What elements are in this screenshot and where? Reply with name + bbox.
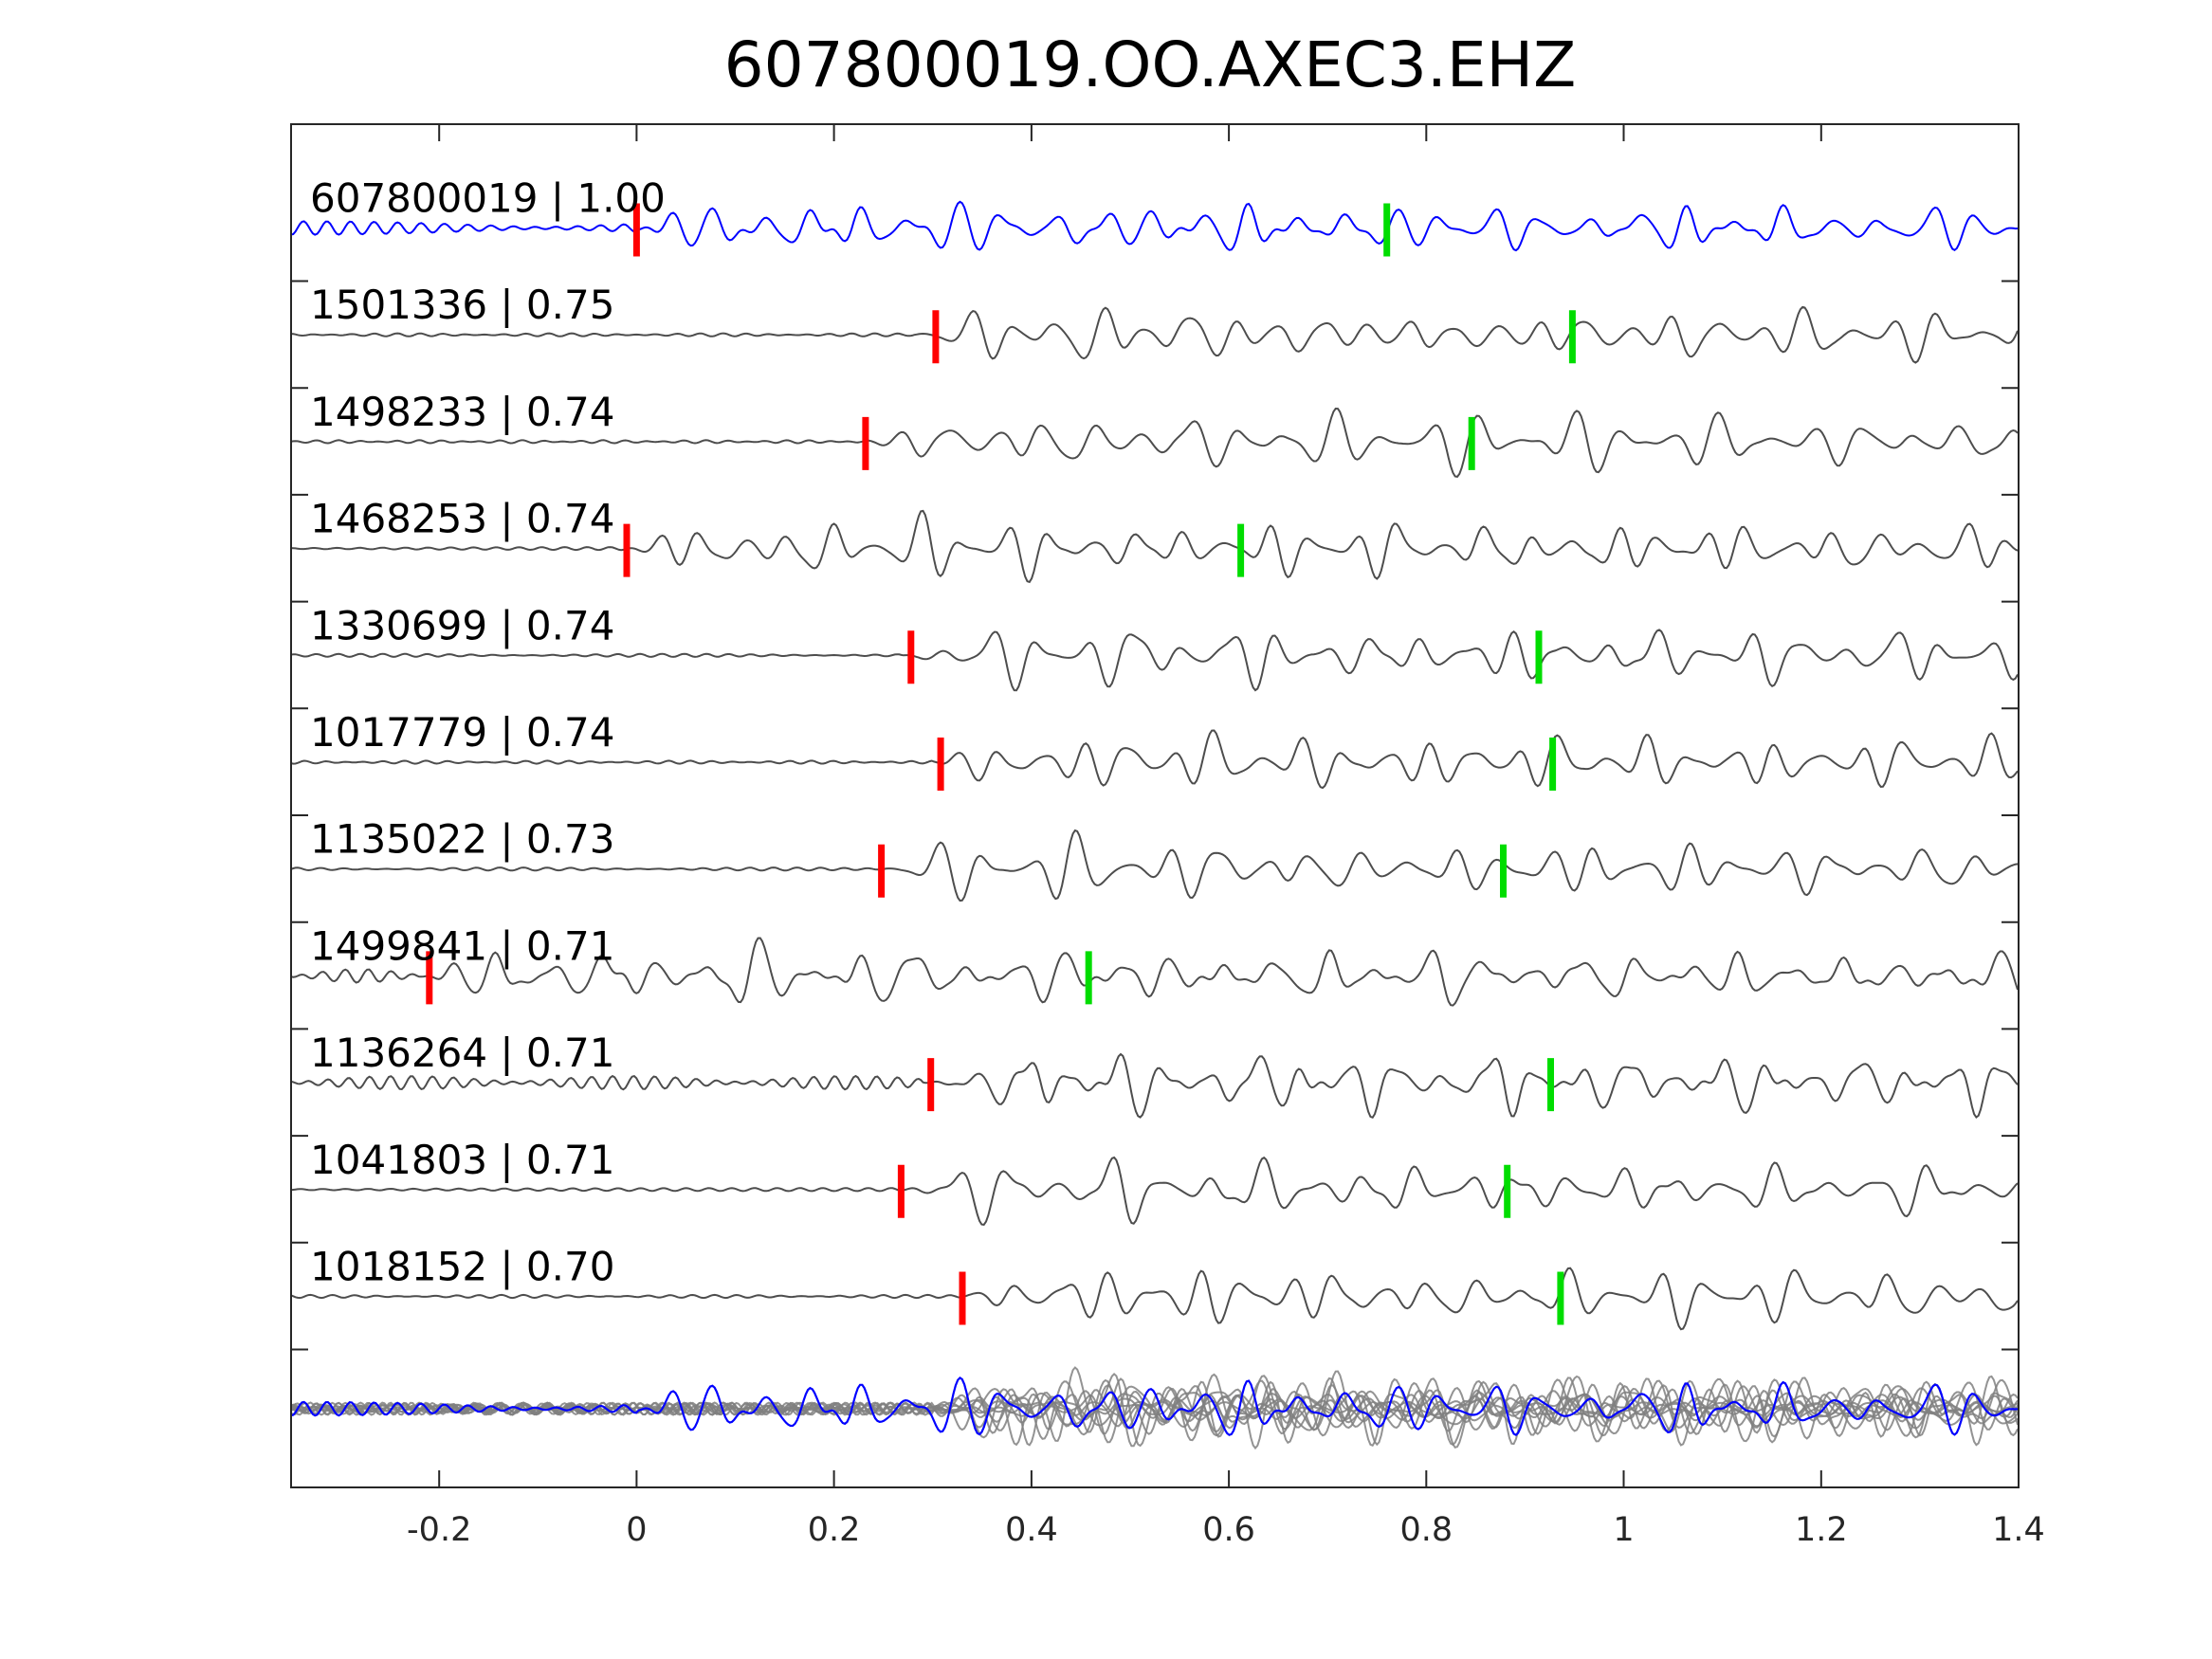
x-tick-label-7: 1.2 [1795, 1511, 1848, 1549]
trace-waveform-1017779 [291, 729, 2019, 790]
trace-label-1501336: 1501336 | 0.75 [310, 282, 614, 328]
trace-waveform-1136264 [291, 1052, 2019, 1120]
x-tick-label-8: 1.4 [1992, 1511, 2045, 1549]
plot-area [291, 124, 2019, 1487]
trace-waveform-1018152 [291, 1267, 2019, 1331]
trace-waveform-1501336 [291, 305, 2019, 364]
trace-waveform-1330699 [291, 629, 2019, 692]
trace-label-1017779: 1017779 | 0.74 [310, 709, 614, 756]
trace-label-1330699: 1330699 | 0.74 [310, 602, 614, 648]
x-tick-label-1: 0 [626, 1511, 647, 1549]
trace-label-1135022: 1135022 | 0.73 [310, 816, 614, 863]
stack-trace-1499841 [291, 1376, 2019, 1447]
stack-trace-607800019 [291, 1376, 2019, 1437]
trace-label-1041803: 1041803 | 0.71 [310, 1137, 614, 1183]
trace-label-1136264: 1136264 | 0.71 [310, 1030, 614, 1076]
x-tick-label-4: 0.6 [1202, 1511, 1255, 1549]
trace-label-1498233: 1498233 | 0.74 [310, 389, 614, 435]
chart-title: 607800019.OO.AXEC3.EHZ [724, 28, 1577, 101]
trace-label-1468253: 1468253 | 0.74 [310, 496, 614, 542]
trace-labels: 607800019 | 1.00 1501336 | 0.75 1498233 | … [310, 175, 666, 1290]
plot-frame [290, 123, 2020, 1488]
trace-label-1018152: 1018152 | 0.70 [310, 1244, 614, 1290]
x-tick-label-6: 1 [1613, 1511, 1634, 1549]
trace-waveform-1135022 [291, 829, 2019, 902]
picks-layer [426, 203, 1576, 1325]
trace-waveform-1468253 [291, 509, 2019, 584]
x-tick-label-5: 0.8 [1399, 1511, 1453, 1549]
trace-waveform-1041803 [291, 1156, 2019, 1226]
stack-trace-1041803 [291, 1373, 2019, 1448]
axis-ticks: -0.2 0 0.2 0.4 0.6 0.8 1 1.2 1.4 [291, 124, 2045, 1549]
trace-waveform-1498233 [291, 407, 2019, 478]
trace-label-1499841: 1499841 | 0.71 [310, 922, 614, 969]
trace-waveform-1499841 [291, 937, 2019, 1007]
x-tick-label-0: -0.2 [407, 1511, 471, 1549]
x-tick-label-3: 0.4 [1005, 1511, 1058, 1549]
stack-trace-1018152 [291, 1376, 2019, 1447]
trace-label-607800019: 607800019 | 1.00 [310, 175, 666, 222]
traces-layer [291, 200, 2019, 1450]
trace-waveform-607800019 [291, 200, 2019, 252]
x-tick-label-2: 0.2 [808, 1511, 861, 1549]
